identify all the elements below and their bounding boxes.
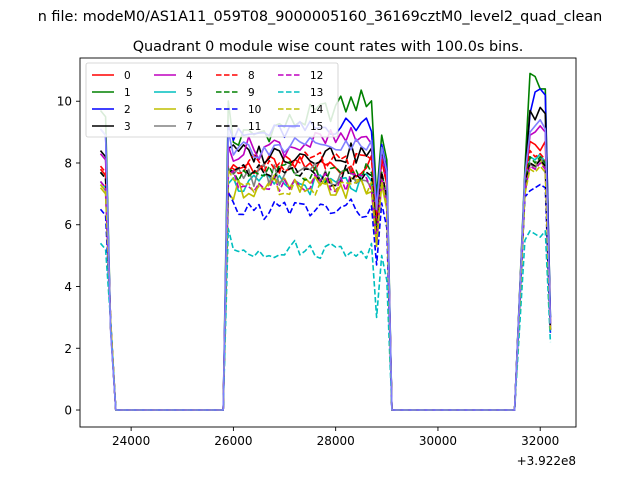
legend-label-7: 7	[186, 121, 193, 133]
legend-label-3: 3	[124, 121, 131, 133]
legend-label-6: 6	[186, 104, 193, 116]
x-tick-label: 30000	[419, 434, 457, 448]
axes-frame	[79, 57, 577, 428]
legend-label-1: 1	[124, 87, 131, 99]
y-tick-label: 4	[64, 280, 72, 294]
series-line-10	[99, 183, 552, 411]
legend-label-14: 14	[310, 104, 324, 116]
legend-label-2: 2	[124, 104, 131, 116]
legend-label-15: 15	[310, 121, 323, 133]
legend-box	[85, 62, 339, 138]
y-tick-label: 10	[57, 95, 72, 109]
series-line-12	[99, 162, 552, 411]
figure-suptitle: n file: modeM0/AS1A11_059T08_9000005160_…	[38, 9, 603, 25]
series-line-15	[99, 119, 552, 411]
legend-label-13: 13	[310, 87, 323, 99]
series-line-13	[99, 227, 552, 411]
legend-label-12: 12	[310, 70, 323, 82]
y-tick-label: 2	[64, 342, 72, 356]
x-offset-label: +3.922e8	[517, 454, 576, 468]
legend-label-5: 5	[186, 87, 193, 99]
y-tick-label: 8	[64, 156, 72, 170]
x-tick-label: 24000	[112, 434, 150, 448]
legend-label-11: 11	[248, 121, 261, 133]
x-tick-label: 32000	[521, 434, 559, 448]
legend-label-10: 10	[248, 104, 261, 116]
chart-title: Quadrant 0 module wise count rates with …	[133, 39, 524, 55]
y-tick-label: 0	[64, 404, 72, 418]
legend-label-0: 0	[124, 70, 131, 82]
legend-label-4: 4	[186, 70, 193, 82]
series-line-14	[99, 165, 552, 411]
legend-label-8: 8	[248, 70, 255, 82]
x-tick-label: 26000	[214, 434, 252, 448]
y-tick-label: 6	[64, 218, 72, 232]
x-tick-label: 28000	[317, 434, 355, 448]
legend-label-9: 9	[248, 87, 255, 99]
